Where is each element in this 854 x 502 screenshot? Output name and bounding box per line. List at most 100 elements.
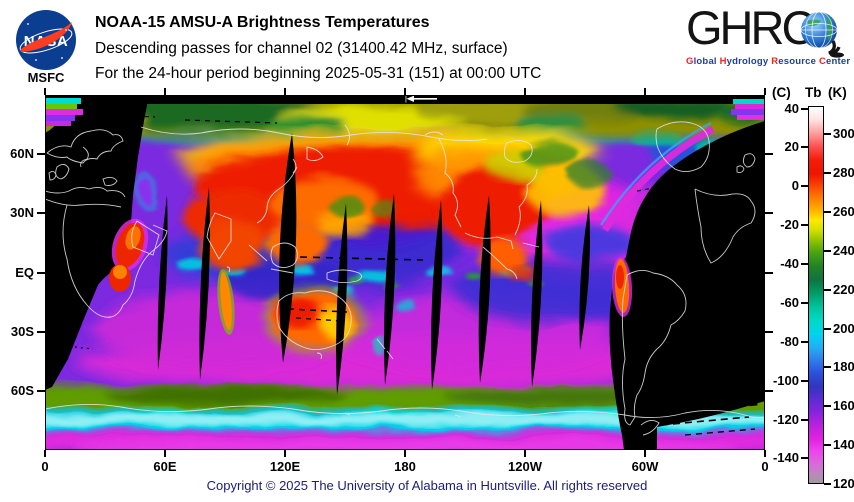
nasa-meatball-logo-icon: NASA bbox=[16, 10, 76, 70]
colorbar-tick-celsius bbox=[801, 146, 808, 149]
lat-tick-right bbox=[765, 330, 773, 333]
lat-tick-label: 30N bbox=[10, 205, 34, 221]
ghrc-tagline: Global Hydrology Resource Center bbox=[686, 56, 852, 67]
subtitle-channel: Descending passes for channel 02 (31400.… bbox=[95, 40, 508, 57]
coastlines bbox=[45, 121, 765, 436]
colorbar-unit-kelvin: (K) bbox=[828, 85, 847, 100]
lat-tick-label: 30S bbox=[10, 323, 34, 339]
lon-tick-label: 0 bbox=[761, 459, 769, 474]
colorbar-label-celsius: -80 bbox=[780, 333, 799, 349]
inside-longitude-ticks bbox=[164, 95, 646, 103]
lon-tick-top bbox=[644, 88, 646, 95]
lon-tick-top bbox=[404, 88, 406, 95]
colorbar-label-kelvin: 300 bbox=[833, 126, 854, 142]
lon-tick-label: 120E bbox=[269, 459, 301, 474]
colorbar-label-celsius: -100 bbox=[772, 372, 799, 388]
colorbar-unit-celsius: (C) bbox=[772, 85, 791, 100]
colorbar-tick-celsius bbox=[801, 340, 808, 343]
colorbar-tick-kelvin bbox=[824, 444, 831, 447]
colorbar-label-kelvin: 240 bbox=[833, 242, 854, 258]
lon-tick-label: 180 bbox=[394, 459, 416, 474]
lon-tick-bottom bbox=[284, 450, 286, 457]
ghrc-tagline-word: Hydrology bbox=[719, 56, 769, 67]
lon-tick-bottom bbox=[524, 450, 526, 457]
lat-tick-right bbox=[765, 212, 773, 215]
lat-tick-label: EQ bbox=[15, 264, 34, 280]
colorbar-label-kelvin: 260 bbox=[833, 203, 854, 219]
left-no-data-region bbox=[45, 95, 149, 390]
colorbar-label-celsius: -20 bbox=[780, 217, 799, 233]
lat-tick-label: 60S bbox=[10, 382, 34, 398]
lat-tick-label: 60N bbox=[10, 146, 34, 162]
colorbar-tick-celsius bbox=[801, 107, 808, 110]
ghrc-acronym: GHRC bbox=[686, 1, 815, 54]
lat-tick-right bbox=[765, 389, 773, 392]
colorbar-tick-celsius bbox=[801, 185, 808, 188]
lon-tick-top bbox=[524, 88, 526, 95]
lat-tick-right bbox=[765, 271, 773, 274]
colorbar-tick-kelvin bbox=[824, 288, 831, 291]
colorbar-tick-celsius bbox=[801, 457, 808, 460]
colorbar-label-kelvin: 200 bbox=[833, 320, 854, 336]
lon-tick-top bbox=[764, 88, 766, 95]
left-corner-data-strips bbox=[45, 98, 83, 126]
colorbar bbox=[808, 106, 824, 484]
right-no-data-region bbox=[609, 121, 765, 450]
colorbar-label-celsius: 20 bbox=[784, 139, 799, 155]
subtitle-period: For the 24-hour period beginning 2025-05… bbox=[95, 65, 542, 82]
title-block: NOAA-15 AMSU-A Brightness Temperatures D… bbox=[95, 10, 675, 86]
lon-tick-top bbox=[44, 88, 46, 95]
colorbar-label-celsius: 40 bbox=[784, 100, 799, 116]
fringe-magenta-line bbox=[602, 125, 715, 232]
colorbar-tick-kelvin bbox=[824, 249, 831, 252]
lon-tick-bottom bbox=[164, 450, 166, 457]
lon-tick-label: 120W bbox=[508, 459, 542, 474]
colorbar-tick-celsius bbox=[801, 418, 808, 421]
dashed-artifact-lines bbox=[56, 114, 762, 436]
colorbar-label-celsius: 0 bbox=[791, 178, 799, 194]
brightness-temperature-map bbox=[45, 95, 765, 450]
colorbar-tick-celsius bbox=[801, 301, 808, 304]
lon-tick-label: 60E bbox=[153, 459, 177, 474]
swath-edge-warm-patches bbox=[109, 218, 235, 335]
lon-tick-label: 60W bbox=[631, 459, 659, 474]
page-title: NOAA-15 AMSU-A Brightness Temperatures bbox=[95, 14, 430, 31]
lat-tick-left bbox=[37, 389, 45, 392]
colorbar-label-kelvin: 160 bbox=[833, 398, 854, 414]
msfc-label: MSFC bbox=[27, 70, 65, 85]
colorbar-label-kelvin: 220 bbox=[833, 281, 854, 297]
colorbar-tick-kelvin bbox=[824, 172, 831, 175]
colorbar-label-celsius: -40 bbox=[780, 256, 799, 272]
lat-tick-left bbox=[37, 330, 45, 333]
colorbar-quantity: Tb bbox=[805, 85, 822, 100]
ghrc-tagline-word: Center bbox=[818, 56, 851, 67]
copyright-line: Copyright © 2025 The University of Alaba… bbox=[206, 478, 648, 493]
colorbar-tick-kelvin bbox=[824, 133, 831, 136]
colorbar-label-kelvin: 140 bbox=[833, 437, 854, 453]
colorbar-label-celsius: -140 bbox=[772, 450, 799, 466]
lon-tick-top bbox=[284, 88, 286, 95]
ghrc-tagline-word: Global bbox=[686, 56, 717, 67]
colorbar-tick-kelvin bbox=[824, 210, 831, 213]
lon-tick-bottom bbox=[404, 450, 406, 457]
map-panel bbox=[45, 95, 765, 450]
colorbar-tick-kelvin bbox=[824, 327, 831, 330]
lat-tick-right bbox=[765, 153, 773, 156]
lon-tick-bottom bbox=[764, 450, 766, 457]
lat-tick-left bbox=[37, 212, 45, 215]
right-corner-data-strips bbox=[731, 99, 765, 120]
lat-tick-left bbox=[37, 271, 45, 274]
andes-warm-sliver bbox=[611, 257, 633, 317]
colorbar-tick-kelvin bbox=[824, 405, 831, 408]
colorbar-label-kelvin: 180 bbox=[833, 359, 854, 375]
colorbar-label-kelvin: 280 bbox=[833, 165, 854, 181]
globe-icon bbox=[800, 11, 844, 58]
lon-tick-top bbox=[164, 88, 166, 95]
lon-tick-bottom bbox=[44, 450, 46, 457]
lat-tick-left bbox=[37, 153, 45, 156]
ghrc-tagline-word: Resource bbox=[771, 56, 817, 67]
colorbar-tick-celsius bbox=[801, 224, 808, 227]
ghrc-logo: GHRC Global Hydrology Resource Center bbox=[684, 1, 852, 78]
colorbar-tick-celsius bbox=[801, 263, 808, 266]
lon-tick-bottom bbox=[644, 450, 646, 457]
